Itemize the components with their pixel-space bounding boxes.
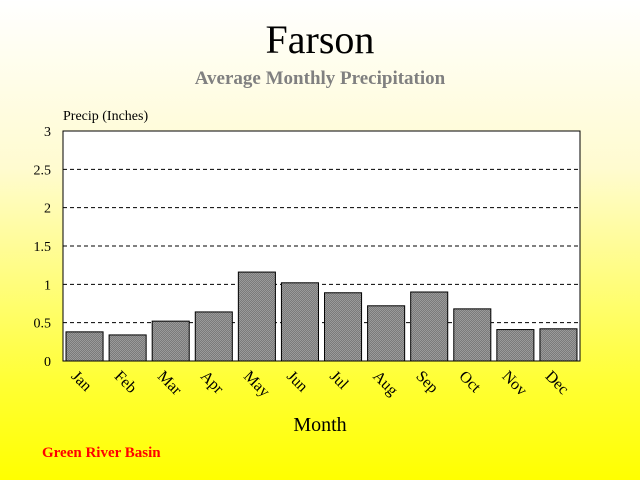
y-tick-label: 0 xyxy=(44,355,51,370)
bar-mar xyxy=(151,320,190,362)
bar-jan xyxy=(65,331,104,362)
x-tick-label: Nov xyxy=(499,368,531,400)
y-tick-label: 2 xyxy=(44,202,51,217)
bar-jul xyxy=(324,292,363,362)
x-tick-label: Jul xyxy=(326,368,352,394)
chart-subtitle: Average Monthly Precipitation xyxy=(194,68,446,89)
x-tick-label: Mar xyxy=(154,368,185,399)
bar-apr xyxy=(194,311,233,362)
footer-note: Green River Basin xyxy=(42,445,161,461)
bar-oct xyxy=(453,308,492,362)
x-tick-label: Sep xyxy=(412,368,441,397)
bar-dec xyxy=(539,328,578,362)
bar-jun xyxy=(280,282,319,362)
y-axis-label: Precip (Inches) xyxy=(63,109,149,124)
y-tick-label: 1.5 xyxy=(34,240,52,255)
x-tick-label: Feb xyxy=(111,368,140,397)
bar-aug xyxy=(367,305,406,362)
y-tick-label: 0.5 xyxy=(34,317,52,332)
bar-may xyxy=(237,271,276,362)
x-tick-label: Oct xyxy=(455,368,484,397)
x-tick-label: Jun xyxy=(283,368,311,396)
chart-title: Farson xyxy=(265,17,375,62)
y-tick-label: 3 xyxy=(44,125,51,140)
bar-sep xyxy=(410,291,449,362)
y-tick-label: 1 xyxy=(44,278,51,293)
x-tick-label: May xyxy=(240,368,273,401)
x-tick-label: Apr xyxy=(197,368,227,398)
x-tick-label: Jan xyxy=(68,368,95,395)
bar-feb xyxy=(108,334,147,362)
x-tick-label: Dec xyxy=(542,368,572,398)
y-tick-label: 2.5 xyxy=(34,163,52,178)
x-tick-label: Aug xyxy=(369,368,401,400)
x-axis-label: Month xyxy=(293,414,347,436)
bar-nov xyxy=(496,329,535,362)
